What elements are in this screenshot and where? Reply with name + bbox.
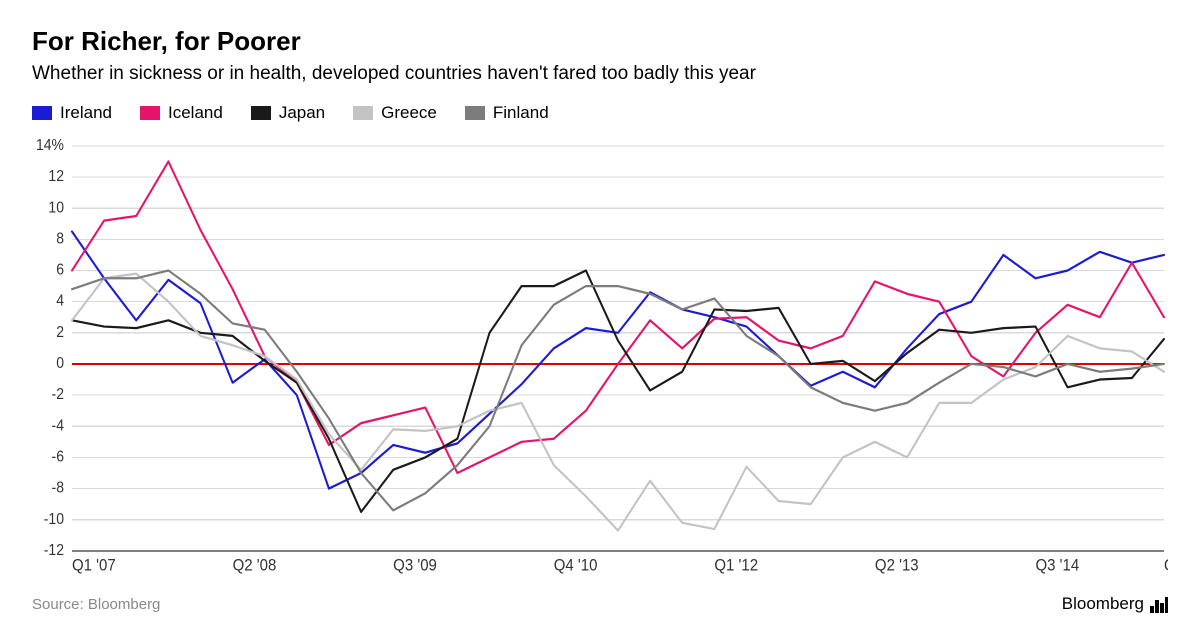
series-line-greece [72, 274, 1164, 531]
svg-text:Q1 '07: Q1 '07 [72, 557, 116, 575]
svg-text:-6: -6 [52, 449, 64, 466]
legend-item-ireland: Ireland [32, 103, 112, 123]
legend-item-japan: Japan [251, 103, 325, 123]
svg-text:12: 12 [48, 169, 64, 186]
series-line-finland [72, 271, 1164, 511]
svg-text:Q3 '09: Q3 '09 [393, 557, 437, 575]
svg-text:Q3 '14: Q3 '14 [1036, 557, 1080, 575]
legend-swatch [140, 106, 160, 120]
legend-item-finland: Finland [465, 103, 549, 123]
series-line-japan [72, 271, 1164, 512]
legend-label: Iceland [168, 103, 223, 123]
legend-item-greece: Greece [353, 103, 437, 123]
svg-text:10: 10 [48, 200, 64, 217]
legend: Ireland Iceland Japan Greece Finland [32, 103, 1168, 123]
svg-text:0: 0 [56, 355, 64, 372]
chart-title: For Richer, for Poorer [32, 26, 1168, 57]
legend-swatch [32, 106, 52, 120]
svg-text:-2: -2 [52, 387, 64, 404]
svg-text:Q1 '12: Q1 '12 [714, 557, 758, 575]
svg-text:Q2 '13: Q2 '13 [875, 557, 919, 575]
legend-label: Ireland [60, 103, 112, 123]
svg-text:-4: -4 [52, 418, 64, 435]
brand-label: Bloomberg [1062, 594, 1144, 614]
svg-text:-8: -8 [52, 480, 64, 497]
legend-swatch [251, 106, 271, 120]
svg-text:Q2 '08: Q2 '08 [233, 557, 277, 575]
source-text: Source: Bloomberg [32, 596, 160, 613]
svg-text:6: 6 [56, 262, 64, 279]
brand-icon [1150, 595, 1168, 613]
legend-label: Finland [493, 103, 549, 123]
legend-item-iceland: Iceland [140, 103, 223, 123]
brand: Bloomberg [1062, 594, 1168, 614]
svg-text:-12: -12 [44, 542, 64, 559]
svg-text:8: 8 [56, 231, 64, 248]
legend-swatch [353, 106, 373, 120]
svg-text:2: 2 [56, 324, 64, 341]
svg-text:Q3 '15: Q3 '15 [1164, 557, 1168, 575]
svg-text:Q4 '10: Q4 '10 [554, 557, 598, 575]
legend-label: Japan [279, 103, 325, 123]
svg-text:4: 4 [56, 293, 64, 310]
svg-text:14%: 14% [36, 137, 64, 154]
legend-swatch [465, 106, 485, 120]
svg-text:-10: -10 [44, 511, 64, 528]
chart-subtitle: Whether in sickness or in health, develo… [32, 63, 1168, 85]
chart-area: -12 -10 -8 -6 -4 -2 0 2 4 6 8 10 12 14% Q1 '07 Q2 '08 Q3… [32, 137, 1168, 582]
legend-label: Greece [381, 103, 437, 123]
